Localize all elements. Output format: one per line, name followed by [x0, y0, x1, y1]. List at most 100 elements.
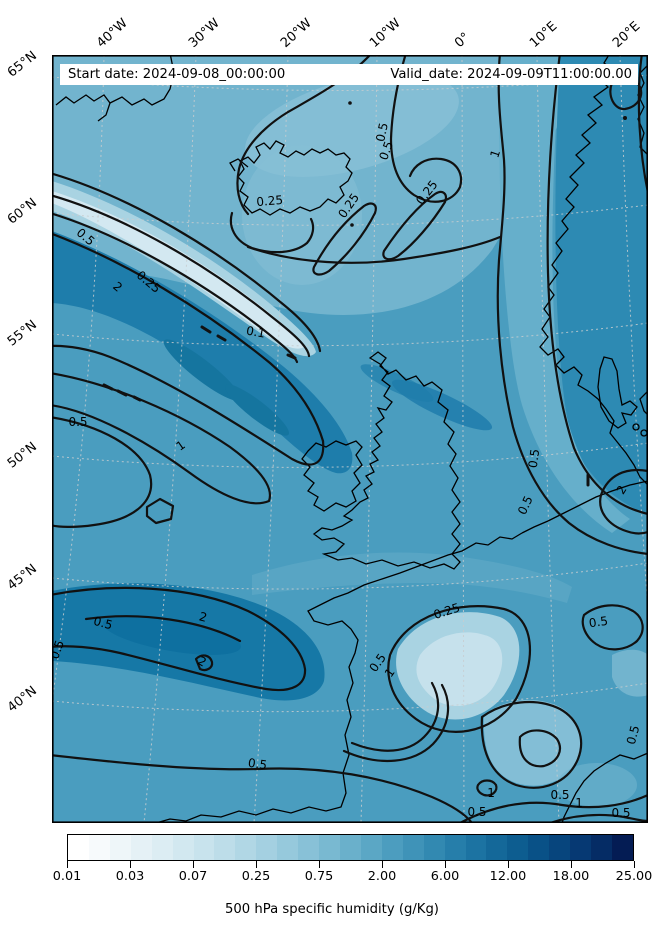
coastlines	[55, 55, 648, 823]
coast-mediterranean	[561, 752, 648, 823]
colorbar-tickmark	[67, 861, 69, 868]
lat-tick-label: 40°N	[4, 683, 40, 716]
title-bar: Start date: 2024-09-08_00:00:00 Valid_da…	[60, 64, 638, 85]
contour-value-label: 0.5	[588, 614, 609, 631]
colorbar-segment	[277, 835, 299, 860]
coast-danish-isle	[632, 423, 640, 431]
colorbar-tick-label: 25.00	[615, 869, 653, 884]
colorbar-segment	[611, 835, 633, 860]
lon-tick-label: 10°W	[366, 15, 404, 51]
colorbar-tickmark	[382, 861, 384, 868]
colorbar-segment	[151, 835, 173, 860]
contour-value-label: 0.5	[550, 788, 569, 802]
colorbar-tick-label: 18.00	[552, 869, 590, 884]
colorbar-tickmark	[256, 861, 258, 868]
colorbar-segment	[591, 835, 612, 860]
contour-lines	[52, 55, 648, 823]
valid-date-text: Valid_date: 2024-09-09T11:00:00.00	[390, 67, 632, 82]
lat-tick-label: 65°N	[4, 48, 40, 81]
colorbar-segment	[298, 835, 320, 860]
contour-value-label: 0.1	[245, 324, 266, 341]
colorbar-tickmark	[508, 861, 510, 868]
lon-tick-label: 20°E	[609, 18, 644, 51]
contour-value-label: 0.5	[68, 415, 87, 429]
colorbar-tick-label: 0.75	[304, 869, 334, 884]
contour-value-label: 0.25	[256, 193, 284, 209]
contour-value-label: 0.5	[373, 121, 391, 143]
lon-tick-label: 40°W	[93, 15, 131, 51]
colorbar-segment	[528, 835, 550, 860]
colorbar-segment	[486, 835, 508, 860]
colorbar-tickmark	[445, 861, 447, 868]
colorbar-segment	[68, 835, 89, 860]
contour-value-label: 0.5	[611, 806, 630, 820]
colorbar-segment	[319, 835, 340, 860]
lon-tick-label: 10°E	[526, 18, 561, 51]
colorbar-tick-label: 12.00	[489, 869, 527, 884]
colorbar-tick-label: 0.03	[115, 869, 145, 884]
coast-iceland	[237, 140, 353, 216]
contour-value-label: 0.5	[247, 756, 268, 773]
lat-tick-label: 50°N	[4, 439, 40, 472]
colorbar-segment	[214, 835, 236, 860]
coast-ireland	[301, 440, 363, 512]
colorbar-tick-label: 0.01	[52, 869, 82, 884]
contour-value-label: 0.5	[467, 805, 486, 819]
coast-channel-netherlands	[521, 480, 648, 534]
coast-greenland-spur	[97, 102, 111, 122]
coast-sweden-tip	[639, 390, 648, 416]
lon-tick-label: 20°W	[277, 15, 315, 51]
contour-value-label: 2	[198, 609, 209, 625]
coast-greenland	[55, 55, 175, 106]
colorbar-segment	[109, 835, 131, 860]
contour-value-label: 0.5	[376, 139, 396, 162]
colorbar-tickmark	[130, 861, 132, 868]
colorbar-segment	[339, 835, 361, 860]
coast-denmark	[597, 356, 638, 429]
colorbar-segment	[570, 835, 592, 860]
colorbar-tickmark	[634, 861, 636, 868]
colorbar-tickmark	[193, 861, 195, 868]
lon-tick-label: 0°	[451, 29, 473, 51]
colorbar-segment	[193, 835, 215, 860]
colorbar-tickmark	[571, 861, 573, 868]
contour-value-label: 1	[487, 786, 495, 800]
lat-tick-label: 55°N	[4, 317, 40, 350]
colorbar	[67, 834, 634, 861]
colorbar-segment	[172, 835, 194, 860]
colorbar-segment	[465, 835, 487, 860]
contour-value-label: 0.5	[624, 724, 642, 746]
plot-frame	[52, 55, 648, 823]
contour-value-label: 0.5	[92, 614, 114, 632]
coast-great-britain	[312, 351, 461, 570]
colorbar-segment	[360, 835, 382, 860]
start-date-text: Start date: 2024-09-08_00:00:00	[68, 67, 286, 82]
colorbar-segment	[423, 835, 445, 860]
contour-value-label: 1	[575, 796, 583, 810]
colorbar-segment	[507, 835, 529, 860]
colorbar-tick-label: 0.07	[178, 869, 208, 884]
coast-norway-sweden	[539, 55, 648, 486]
colorbar-tickmark	[319, 861, 321, 868]
contour-value-label: 0.5	[526, 448, 543, 469]
coast-france-iberia	[155, 532, 523, 823]
colorbar-segment	[549, 835, 571, 860]
colorbar-tick-label: 0.25	[241, 869, 271, 884]
colorbar-segment	[444, 835, 466, 860]
colorbar-segment	[402, 835, 424, 860]
lon-tick-label: 30°W	[185, 15, 223, 51]
colorbar-segment	[256, 835, 278, 860]
colorbar-segment	[88, 835, 110, 860]
contour-value-label: 1	[487, 148, 503, 160]
coast-iceland-westfjords	[229, 158, 249, 172]
colorbar-segment	[381, 835, 403, 860]
lat-tick-label: 45°N	[4, 561, 40, 594]
colorbar-segment	[130, 835, 152, 860]
colorbar-segment	[235, 835, 257, 860]
colorbar-label: 500 hPa specific humidity (g/Kg)	[225, 902, 439, 917]
colorbar-tick-label: 2.00	[367, 869, 397, 884]
lat-tick-label: 60°N	[4, 195, 40, 228]
colorbar-tick-label: 6.00	[430, 869, 460, 884]
